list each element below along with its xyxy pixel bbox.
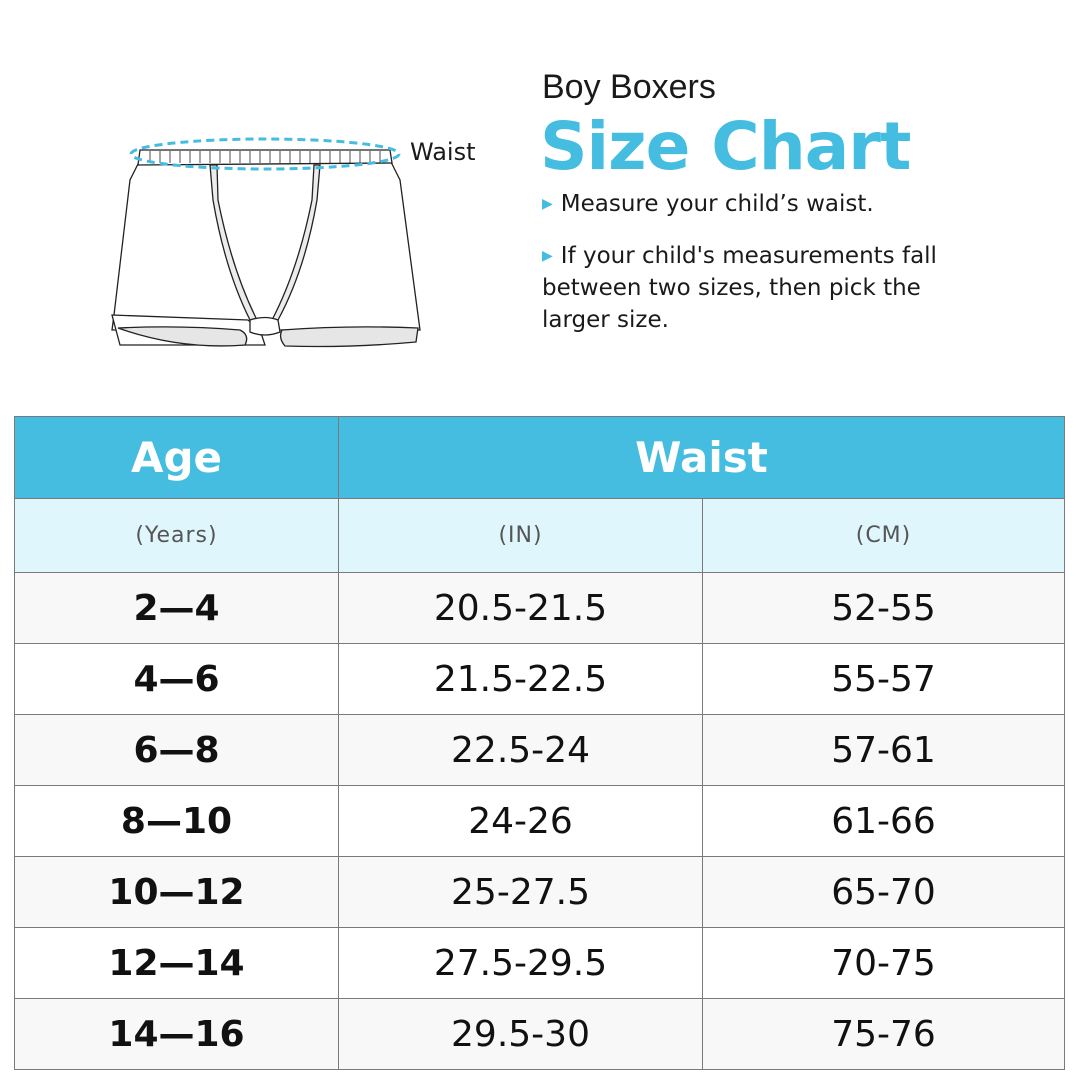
age-cell: 8—10 (14, 785, 339, 857)
subheader-years: (Years) (14, 498, 339, 573)
instruction-1: ▶ Measure your child’s waist. (542, 188, 982, 220)
age-cell: 10—12 (14, 856, 339, 928)
waist-cm-cell: 55-57 (702, 643, 1065, 715)
subheader-cm: (CM) (702, 498, 1065, 573)
table-row: 12—14 27.5-29.5 70-75 (14, 927, 1065, 999)
waist-cm-cell: 65-70 (702, 856, 1065, 928)
table-row: 8—10 24-26 61-66 (14, 785, 1065, 857)
table-row: 14—16 29.5-30 75-76 (14, 998, 1065, 1070)
product-subtitle: Boy Boxers (542, 68, 716, 106)
age-cell: 4—6 (14, 643, 339, 715)
triangle-bullet-icon: ▶ (542, 196, 553, 212)
age-cell: 14—16 (14, 998, 339, 1070)
waist-cm-cell: 61-66 (702, 785, 1065, 857)
table-row: 10—12 25-27.5 65-70 (14, 856, 1065, 928)
waist-cm-cell: 52-55 (702, 572, 1065, 644)
page-title: Size Chart (540, 108, 911, 185)
age-cell: 12—14 (14, 927, 339, 999)
boxer-illustration: Waist (111, 137, 475, 348)
waist-in-cell: 25-27.5 (338, 856, 703, 928)
waist-in-cell: 21.5-22.5 (338, 643, 703, 715)
waist-cm-cell: 70-75 (702, 927, 1065, 999)
table-row: 6—8 22.5-24 57-61 (14, 714, 1065, 786)
instruction-text: Measure your child’s waist. (560, 191, 874, 217)
waist-cm-cell: 57-61 (702, 714, 1065, 786)
instruction-text: If your child's measurements fall betwee… (542, 243, 937, 333)
instruction-2: ▶ If your child's measurements fall betwe… (542, 240, 982, 336)
waist-label: Waist (410, 138, 475, 166)
waist-in-cell: 24-26 (338, 785, 703, 857)
waist-in-cell: 29.5-30 (338, 998, 703, 1070)
waist-in-cell: 27.5-29.5 (338, 927, 703, 999)
header-waist: Waist (338, 416, 1065, 499)
waist-cm-cell: 75-76 (702, 998, 1065, 1070)
age-cell: 2—4 (14, 572, 339, 644)
age-cell: 6—8 (14, 714, 339, 786)
header-age: Age (14, 416, 339, 499)
size-table: Age Waist (Years) (IN) (CM) 2—4 20.5-21.5… (14, 416, 1065, 1070)
triangle-bullet-icon: ▶ (542, 248, 553, 264)
waist-in-cell: 22.5-24 (338, 714, 703, 786)
waist-in-cell: 20.5-21.5 (338, 572, 703, 644)
table-row: 4—6 21.5-22.5 55-57 (14, 643, 1065, 715)
table-row: 2—4 20.5-21.5 52-55 (14, 572, 1065, 644)
subheader-in: (IN) (338, 498, 703, 573)
